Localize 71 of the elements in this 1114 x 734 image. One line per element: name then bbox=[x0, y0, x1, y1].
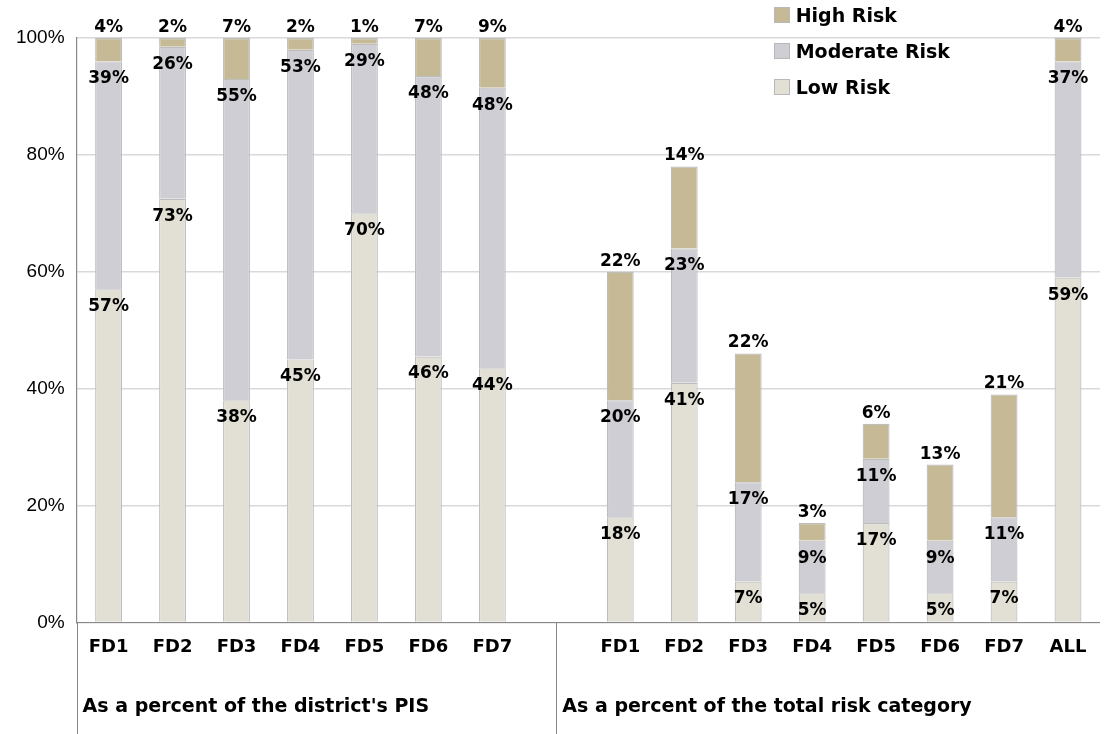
x-tick-label: FD3 bbox=[728, 634, 769, 656]
data-label: 48% bbox=[472, 93, 513, 114]
data-label: 23% bbox=[663, 254, 705, 275]
data-label: 9% bbox=[477, 15, 507, 36]
data-label: 7% bbox=[733, 587, 763, 608]
legend-label: High Risk bbox=[795, 4, 897, 26]
text: As a percent of the total risk category bbox=[562, 694, 972, 717]
data-label: 11% bbox=[983, 523, 1025, 544]
data-label: 18% bbox=[599, 523, 641, 544]
data-label: 37% bbox=[1047, 67, 1089, 88]
x-tick-label: FD2 bbox=[664, 634, 705, 656]
data-label: 26% bbox=[152, 52, 193, 73]
data-label: 70% bbox=[344, 219, 385, 240]
data-label: 57% bbox=[88, 295, 129, 316]
data-label: 9% bbox=[925, 546, 955, 567]
y-tick-label: 80% bbox=[26, 143, 65, 165]
x-tick-label: FD7 bbox=[984, 634, 1024, 656]
data-label: 59% bbox=[1047, 283, 1089, 304]
x-tick-label: FD6 bbox=[408, 634, 449, 656]
data-label: 7% bbox=[989, 587, 1019, 608]
data-label: 2% bbox=[158, 15, 187, 36]
x-tick-label: ALL bbox=[1049, 634, 1087, 656]
y-tick-label: 60% bbox=[26, 259, 65, 281]
data-label: 45% bbox=[280, 365, 321, 386]
data-label: 7% bbox=[413, 15, 443, 36]
data-label: 38% bbox=[216, 406, 257, 427]
data-label: 6% bbox=[861, 401, 891, 422]
x-tick-label: FD5 bbox=[856, 634, 897, 656]
data-label: 29% bbox=[344, 49, 385, 70]
y-tick-label: 40% bbox=[26, 376, 65, 398]
x-tick-label: FD6 bbox=[920, 634, 960, 656]
data-label: 73% bbox=[152, 204, 193, 225]
y-tick-label: 100% bbox=[15, 26, 65, 48]
text: As a percent of the district's PIS bbox=[82, 694, 430, 717]
data-label: 48% bbox=[408, 81, 449, 102]
x-tick-label: FD1 bbox=[88, 634, 129, 656]
data-label: 17% bbox=[855, 528, 897, 549]
data-label: 4% bbox=[1053, 15, 1083, 36]
data-label: 53% bbox=[280, 55, 321, 76]
data-label: 7% bbox=[222, 15, 251, 36]
data-label: 55% bbox=[216, 84, 257, 105]
data-label: 3% bbox=[797, 500, 827, 521]
data-label: 21% bbox=[983, 372, 1025, 393]
x-tick-label: FD2 bbox=[152, 634, 193, 656]
data-label: 5% bbox=[925, 599, 955, 620]
data-label: 4% bbox=[94, 15, 124, 36]
data-label: 14% bbox=[663, 144, 705, 165]
y-tick-label: 0% bbox=[37, 610, 65, 632]
x-tick-label: FD7 bbox=[472, 634, 513, 656]
data-label: 2% bbox=[286, 15, 315, 36]
x-tick-label: FD1 bbox=[600, 634, 641, 656]
data-label: 22% bbox=[727, 331, 769, 352]
data-label: 11% bbox=[855, 464, 897, 485]
x-tick-label: FD3 bbox=[216, 634, 257, 656]
data-label: 17% bbox=[727, 488, 769, 509]
data-label: 41% bbox=[663, 388, 705, 409]
data-label: 20% bbox=[599, 406, 641, 427]
data-label: 46% bbox=[408, 362, 449, 383]
data-label: 1% bbox=[349, 15, 379, 36]
data-label: 13% bbox=[919, 442, 961, 463]
x-tick-label: FD5 bbox=[344, 634, 385, 656]
legend-label: Low Risk bbox=[795, 76, 891, 98]
data-label: 5% bbox=[797, 599, 827, 620]
data-label: 44% bbox=[472, 374, 513, 395]
data-label: 39% bbox=[88, 67, 129, 88]
x-tick-label: FD4 bbox=[792, 634, 833, 656]
data-label: 22% bbox=[599, 249, 641, 270]
x-tick-label: FD4 bbox=[280, 634, 321, 656]
y-tick-label: 20% bbox=[26, 493, 65, 515]
data-label: 9% bbox=[797, 546, 827, 567]
legend-label: Moderate Risk bbox=[795, 40, 950, 62]
